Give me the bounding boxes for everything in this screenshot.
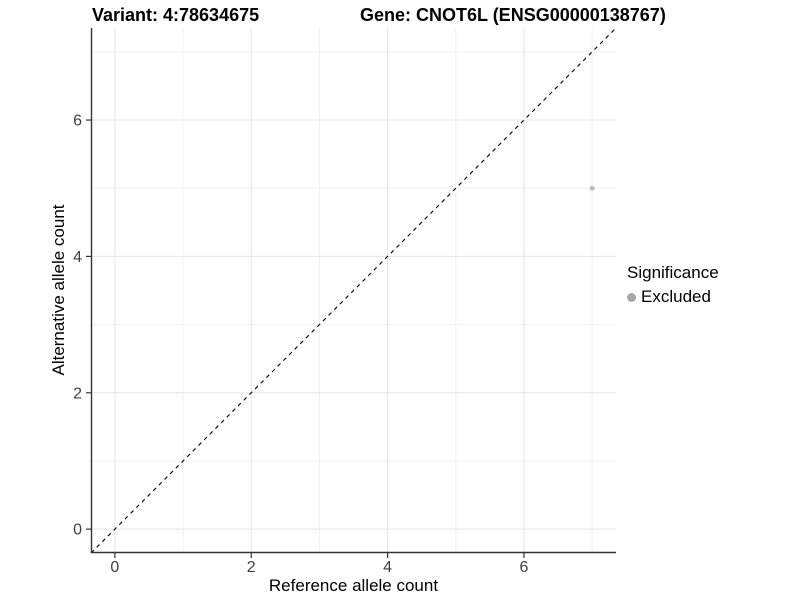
legend-point-icon [627,292,636,302]
y-tick-label: 2 [73,385,82,402]
x-tick-label: 0 [110,559,119,576]
legend-item-excluded: Excluded [627,287,719,307]
x-tick-label: 2 [247,559,256,576]
legend: Significance Excluded [627,263,719,307]
x-tick-label: 4 [383,559,392,576]
y-tick-label: 0 [73,522,82,539]
plot-svg: 0 2 4 6 0 2 4 6 [73,27,617,576]
y-axis-title: Alternative allele count [49,204,68,376]
legend-title: Significance [627,263,719,282]
y-tick-label: 6 [73,113,82,130]
y-tick-label: 4 [73,249,82,266]
x-tick-label: 6 [520,559,529,576]
variant-title: Variant: 4:78634675 [92,5,260,25]
legend-item-label: Excluded [641,287,711,306]
x-axis-title: Reference allele count [268,576,439,595]
plot-panel: 0 2 4 6 0 2 4 6 [73,27,617,576]
identity-reference-line [90,27,617,554]
data-point-excluded [589,185,595,191]
gene-title: Gene: CNOT6L (ENSG00000138767) [360,5,666,25]
